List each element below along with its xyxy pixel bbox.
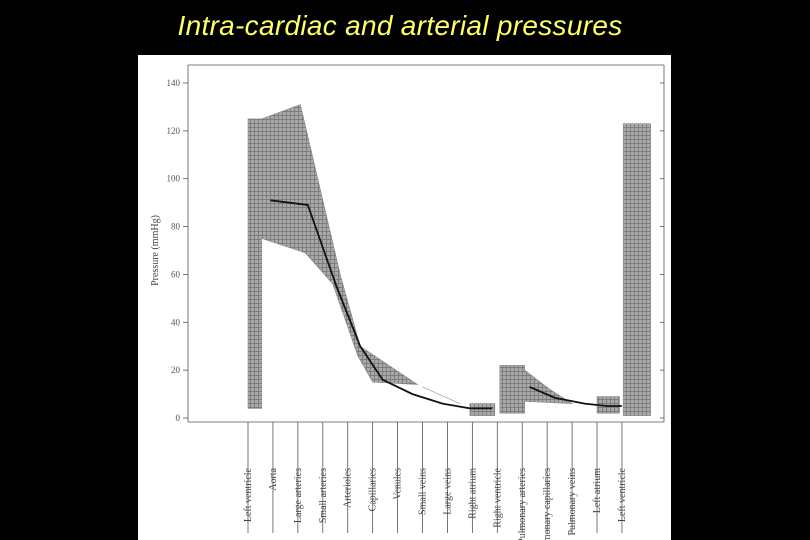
mean-pressure-line [529,386,622,407]
category-label: Left ventricle [243,467,254,522]
pressure-range-band [469,403,496,416]
category-label: Small arteries [318,468,329,523]
category-label: Right ventricle [492,467,503,527]
slide-title: Intra-cardiac and arterial pressures [177,10,623,41]
pressure-range-band [247,104,419,409]
pressure-chart: 0 20 40 60 80 100 120 140 Pressure (mmHg) Left ve… [150,64,665,540]
pressure-range-band [422,386,461,404]
y-tick-label: 120 [167,126,181,136]
pressure-range-band [596,396,620,414]
category-label: Arterioles [343,468,354,508]
category-label: Small veins [418,468,429,515]
category-label: Pulmonary veins [567,468,578,536]
category-label: Left atrium [592,468,603,513]
category-label: Left ventricle [617,467,628,522]
category-label: Capillaries [368,468,379,511]
y-tick-label: 0 [176,413,181,423]
y-tick-label: 80 [171,222,181,232]
figure-panel: 0 20 40 60 80 100 120 140 Pressure (mmHg) Left ve… [138,55,671,540]
category-label: Pulmonary capillaries [542,468,553,540]
category-label: Large arteries [293,468,304,523]
category-label: Pulmonary arteries [517,468,528,540]
category-label: Aorta [268,467,279,490]
category-label: Large veins [442,468,453,515]
pressure-range-band [622,123,651,416]
y-tick-label: 100 [167,174,181,184]
category-label: Venules [393,468,404,500]
y-axis-title: Pressure (mmHg) [150,215,161,286]
category-label: Right atrium [467,468,478,519]
y-tick-label: 40 [171,317,181,327]
y-tick-label: 60 [171,269,181,279]
y-tick-label: 20 [171,365,181,375]
y-tick-label: 140 [167,78,181,88]
mean-pressure-line [270,199,493,410]
